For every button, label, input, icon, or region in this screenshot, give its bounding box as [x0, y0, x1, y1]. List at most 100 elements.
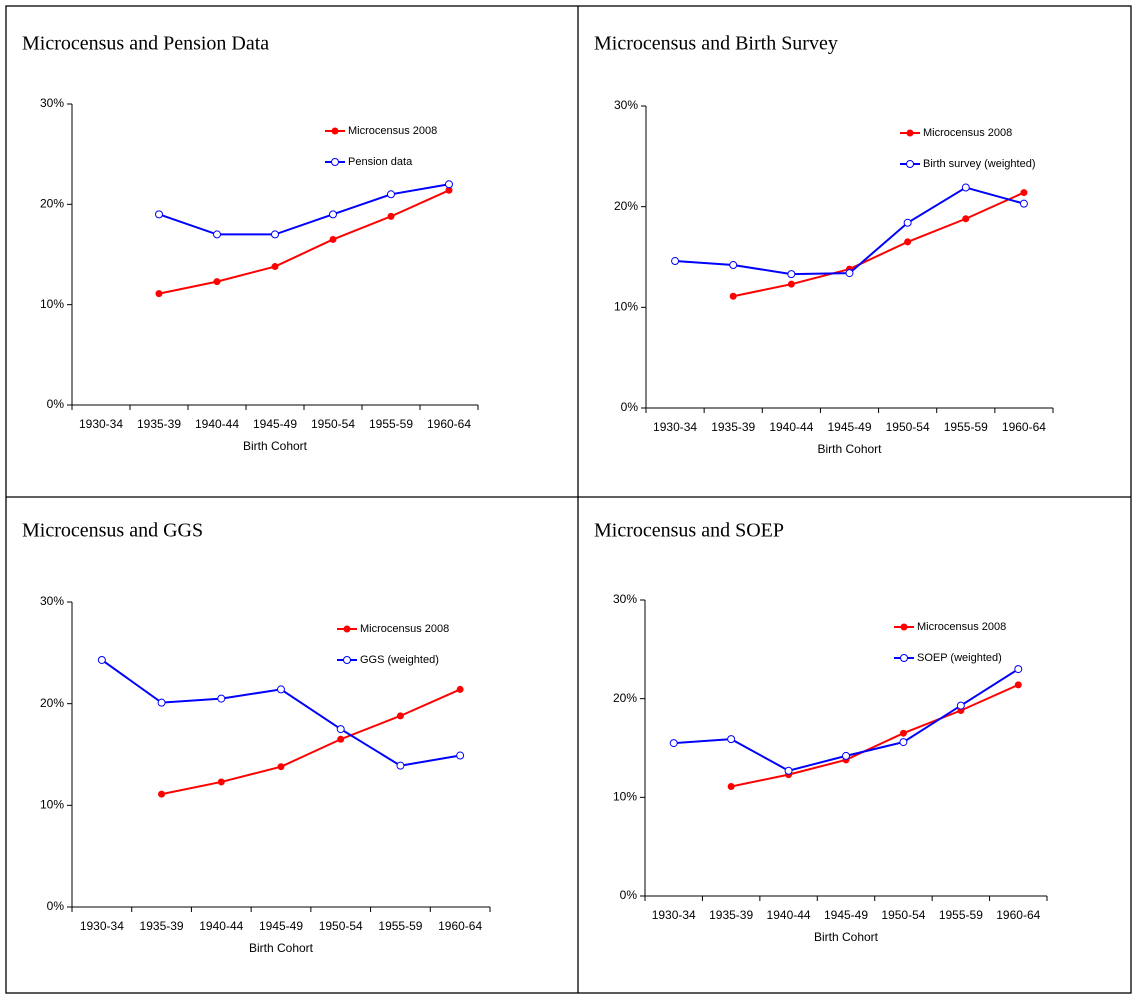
y-tick-label: 20%	[613, 691, 637, 705]
data-point	[456, 685, 464, 693]
legend-marker	[331, 158, 339, 166]
data-point	[1014, 681, 1022, 689]
x-tick-label: 1930-34	[80, 919, 124, 933]
series-line	[675, 186, 1025, 276]
legend-label: Microcensus 2008	[917, 621, 1006, 633]
x-tick-label: 1940-44	[769, 420, 813, 434]
x-tick-label: 1940-44	[195, 417, 239, 431]
y-tick-label: 20%	[40, 197, 64, 211]
x-tick-label: 1935-39	[709, 908, 753, 922]
x-tick-label: 1955-59	[369, 417, 413, 431]
series-line	[158, 183, 450, 236]
data-point	[962, 215, 970, 223]
data-point	[456, 751, 465, 760]
data-point	[787, 270, 796, 279]
data-point	[845, 269, 854, 278]
x-tick-label: 1940-44	[199, 919, 243, 933]
data-point	[445, 180, 453, 189]
x-axis-label: Birth Cohort	[249, 941, 314, 955]
x-tick-label: 1945-49	[259, 919, 303, 933]
x-tick-label: 1945-49	[827, 420, 871, 434]
x-tick-label: 1950-54	[886, 420, 930, 434]
data-point	[842, 751, 850, 760]
legend-label: Microcensus 2008	[923, 127, 1012, 139]
legend-marker	[906, 160, 914, 168]
legend-marker	[343, 656, 351, 664]
data-point	[387, 190, 395, 199]
legend-marker	[331, 127, 339, 135]
series-line	[161, 688, 461, 796]
data-point	[271, 230, 279, 239]
legend-label: Birth survey (weighted)	[923, 158, 1036, 170]
x-tick-label: 1955-59	[378, 919, 422, 933]
data-point	[158, 790, 166, 798]
y-tick-label: 0%	[47, 899, 65, 913]
x-tick-label: 1950-54	[319, 919, 363, 933]
x-tick-label: 1960-64	[427, 417, 471, 431]
data-point	[727, 782, 735, 790]
legend-label: GGS (weighted)	[360, 654, 439, 666]
y-tick-label: 0%	[620, 888, 638, 902]
series-line	[158, 189, 450, 295]
data-point	[729, 261, 738, 270]
x-tick-label: 1950-54	[311, 417, 355, 431]
x-tick-label: 1960-64	[438, 919, 482, 933]
y-tick-label: 10%	[614, 300, 638, 314]
x-tick-label: 1930-34	[652, 908, 696, 922]
x-axis-label: Birth Cohort	[817, 442, 882, 456]
data-point	[155, 210, 163, 219]
data-point	[1019, 199, 1028, 208]
data-point	[217, 694, 226, 703]
data-point	[787, 280, 795, 288]
y-tick-label: 30%	[40, 594, 64, 608]
data-point	[396, 712, 404, 720]
data-point	[387, 212, 395, 220]
chart-title: Microcensus and SOEP	[594, 520, 784, 542]
data-point	[1014, 665, 1023, 674]
data-point	[213, 230, 221, 239]
y-tick-label: 30%	[613, 592, 637, 606]
x-tick-label: 1945-49	[253, 417, 297, 431]
x-tick-label: 1930-34	[79, 417, 123, 431]
x-tick-label: 1940-44	[767, 908, 811, 922]
legend-label: Microcensus 2008	[348, 125, 437, 137]
data-point	[337, 735, 345, 743]
data-point	[899, 729, 907, 737]
data-point	[396, 761, 405, 770]
chart-title: Microcensus and Birth Survey	[594, 33, 838, 55]
x-axis-label: Birth Cohort	[243, 439, 308, 453]
data-point	[213, 278, 221, 286]
x-tick-label: 1955-59	[944, 420, 988, 434]
x-tick-label: 1935-39	[140, 919, 184, 933]
data-point	[1020, 189, 1028, 197]
series-line	[730, 683, 1019, 788]
x-axis-label: Birth Cohort	[814, 930, 879, 944]
data-point	[157, 698, 166, 707]
data-point	[97, 655, 106, 664]
y-tick-label: 10%	[40, 798, 64, 812]
data-point	[727, 735, 736, 744]
x-tick-label: 1960-64	[1002, 420, 1046, 434]
y-tick-label: 20%	[40, 696, 64, 710]
y-tick-label: 30%	[614, 98, 638, 112]
y-tick-label: 10%	[40, 297, 64, 311]
series-line	[733, 191, 1025, 298]
table-border	[5, 5, 1132, 994]
data-point	[329, 235, 337, 243]
data-point	[784, 766, 793, 775]
legend-label: Pension data	[348, 156, 413, 168]
data-point	[277, 685, 285, 694]
x-tick-label: 1935-39	[711, 420, 755, 434]
data-point	[903, 218, 912, 227]
legend-label: SOEP (weighted)	[917, 652, 1002, 664]
data-point	[217, 778, 225, 786]
data-point	[669, 739, 678, 748]
data-point	[729, 292, 737, 300]
x-tick-label: 1960-64	[996, 908, 1040, 922]
data-point	[904, 238, 912, 246]
data-point	[961, 183, 970, 192]
chart-title: Microcensus and Pension Data	[22, 33, 269, 55]
x-tick-label: 1945-49	[824, 908, 868, 922]
x-tick-label: 1930-34	[653, 420, 697, 434]
